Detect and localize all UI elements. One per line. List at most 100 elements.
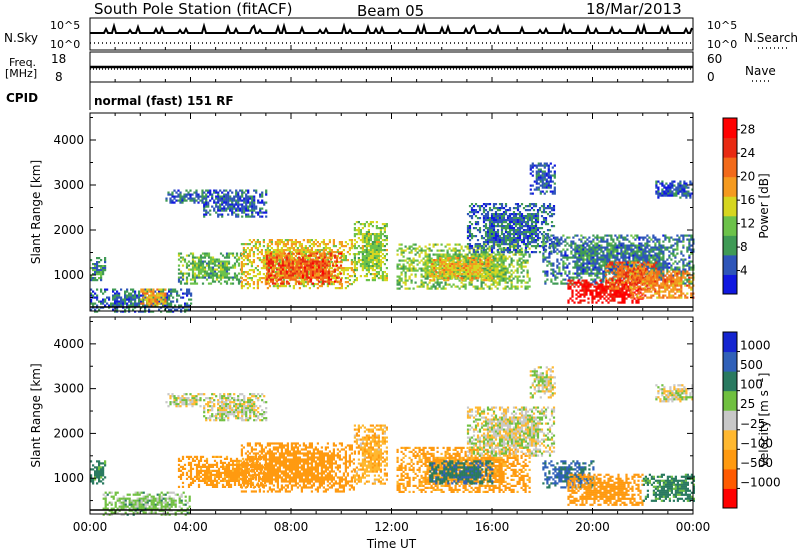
heat-cell: [447, 271, 450, 274]
heat-cell: [470, 237, 474, 240]
heat-cell: [408, 287, 411, 290]
heat-cell: [439, 259, 442, 262]
heat-cell: [223, 197, 226, 200]
heat-cell: [353, 265, 356, 268]
heat-cell: [355, 267, 358, 270]
heat-cell: [448, 283, 451, 286]
heat-cell: [361, 265, 364, 268]
heat-cell: [512, 233, 516, 236]
heat-cell: [600, 254, 603, 257]
heat-cell: [299, 258, 303, 261]
heat-cell: [158, 290, 161, 293]
heat-cell: [588, 260, 591, 263]
heat-cell: [225, 266, 229, 269]
heat-cell: [424, 263, 427, 266]
heat-cell: [369, 253, 372, 256]
heat-cell: [205, 209, 208, 212]
heat-cell: [237, 201, 240, 204]
heat-cell: [510, 233, 514, 236]
heat-cell: [510, 287, 513, 290]
heat-cell: [558, 272, 561, 275]
heat-cell: [225, 280, 229, 283]
heat-cell: [293, 260, 297, 263]
heat-cell: [333, 274, 337, 277]
heat-cell: [299, 264, 303, 267]
heat-cell: [412, 247, 415, 250]
heat-cell: [383, 249, 386, 252]
heat-cell: [225, 203, 228, 206]
heat-cell: [396, 275, 399, 278]
heat-cell: [92, 269, 95, 272]
heat-cell: [558, 244, 561, 247]
heat-cell: [325, 274, 329, 277]
heat-cell: [300, 247, 303, 250]
heat-cell: [333, 270, 337, 273]
heat-cell: [203, 274, 207, 277]
heat-cell: [444, 283, 447, 286]
heat-cell: [526, 223, 530, 226]
heat-cell: [530, 233, 534, 236]
heat-cell: [186, 294, 189, 297]
heat-cell: [434, 281, 437, 284]
heat-cell: [556, 252, 559, 255]
heat-cell: [582, 266, 585, 269]
heat-cell: [516, 285, 519, 288]
heat-cell: [219, 282, 223, 285]
heat-cell: [553, 170, 556, 173]
beam-label: Beam 05: [357, 2, 425, 20]
heat-cell: [562, 266, 565, 269]
heat-cell: [243, 207, 246, 210]
heat-cell: [140, 300, 143, 303]
heat-cell: [191, 266, 195, 269]
heat-cell: [481, 273, 484, 276]
heat-cell: [237, 262, 241, 265]
heat-cell: [426, 269, 429, 272]
heat-cell: [256, 257, 259, 260]
heat-cell: [576, 250, 579, 253]
heat-cell: [342, 267, 345, 270]
heat-cell: [537, 164, 540, 167]
heat-cell: [225, 274, 229, 277]
heat-cell: [486, 211, 490, 214]
heat-cell: [459, 265, 462, 268]
heat-cell: [534, 247, 538, 250]
heat-cell: [126, 298, 129, 301]
heat-cell: [452, 255, 455, 258]
heat-cell: [245, 203, 248, 206]
heat-cell: [112, 288, 115, 291]
heat-cell: [148, 296, 151, 299]
heat-cell: [379, 245, 382, 248]
heat-cell: [552, 209, 556, 212]
heat-cell: [404, 271, 407, 274]
heat-cell: [608, 254, 611, 257]
heat-cell: [436, 279, 439, 282]
heat-cell: [371, 225, 374, 228]
heat-cell: [291, 276, 295, 279]
heat-cell: [548, 262, 551, 265]
heat-cell: [484, 241, 488, 244]
heat-cell: [424, 261, 427, 264]
heat-cell: [544, 221, 548, 224]
heat-cell: [398, 287, 401, 290]
heat-cell: [185, 193, 188, 196]
heat-cell: [195, 274, 199, 277]
heat-cell: [313, 260, 317, 263]
heat-cell: [553, 176, 556, 179]
heat-cell: [475, 267, 478, 270]
heat-cell: [518, 279, 521, 282]
heat-cell: [90, 292, 93, 295]
heat-cell: [602, 250, 605, 253]
heat-cell: [245, 207, 248, 210]
heat-cell: [576, 262, 579, 265]
heat-cell: [604, 246, 607, 249]
heat-cell: [524, 215, 528, 218]
heat-cell: [281, 252, 285, 255]
heat-cell: [548, 251, 552, 254]
heat-cell: [363, 255, 366, 258]
heat-cell: [554, 270, 557, 273]
heat-cell: [217, 264, 221, 267]
heat-cell: [373, 233, 376, 236]
heat-cell: [502, 269, 505, 272]
heat-cell: [518, 215, 522, 218]
heat-cell: [284, 249, 287, 252]
